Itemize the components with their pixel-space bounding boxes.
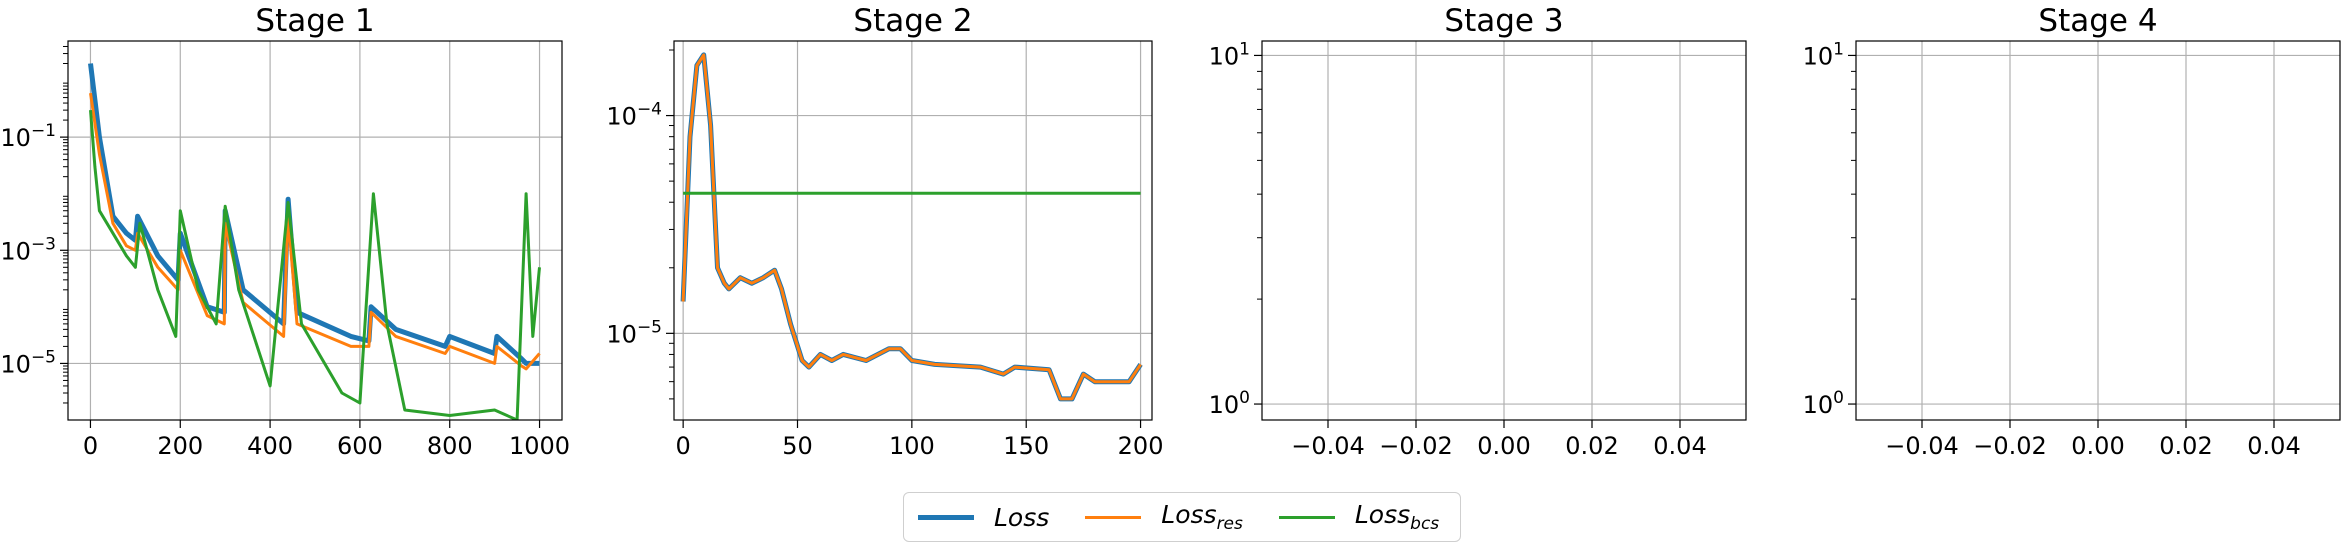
subplot-title: Stage 3	[1444, 3, 1563, 39]
axes-frame	[1855, 40, 2341, 421]
legend-swatch-loss-bcs	[1278, 515, 1335, 519]
x-tick-label: 200	[1118, 432, 1164, 460]
subplot-title: Stage 2	[853, 3, 972, 39]
x-tick-label: 0.02	[2159, 432, 2212, 460]
x-tick-label: −0.02	[1973, 432, 2047, 460]
x-tick-label: −0.04	[1291, 432, 1365, 460]
axes-frame	[1261, 40, 1747, 421]
subplot-stage-3: −0.04 −0.02 0.00 0.02 0.04 101 100 Stage 3	[1209, 3, 1747, 460]
axes-frame	[67, 40, 563, 421]
x-tick-label: 800	[427, 432, 473, 460]
x-tick-label: 0.00	[2071, 432, 2124, 460]
legend-label-loss: Loss	[994, 502, 1050, 532]
y-tick-label: 10−5	[606, 317, 662, 348]
x-tick-label: 200	[157, 432, 203, 460]
x-tick-label: 0.04	[1653, 432, 1706, 460]
x-tick-label: −0.04	[1885, 432, 1959, 460]
series-group	[680, 52, 1143, 402]
y-tick-label: 10−3	[0, 234, 56, 265]
x-tick-label: 100	[889, 432, 935, 460]
y-tick-label: 101	[1803, 39, 1844, 70]
series-line-loss-res	[681, 53, 1142, 401]
legend-swatch-loss	[918, 514, 974, 520]
legend-item-loss-bcs: Lossbcs	[1278, 500, 1440, 534]
x-tick-label: 0	[676, 432, 691, 460]
y-tick-label: 10−5	[0, 347, 56, 378]
x-tick-label: 600	[337, 432, 383, 460]
subplot-title: Stage 1	[255, 3, 374, 39]
x-tick-label: 0.00	[1477, 432, 1530, 460]
legend-item-loss-res: Lossres	[1085, 500, 1243, 534]
x-tick-label: 50	[782, 432, 813, 460]
legend: Loss Lossres Lossbcs	[903, 492, 1461, 542]
subplot-stage-1: 0 200 400 600 800 1000 10−1 10−3 10−5 Stage 1	[0, 3, 570, 460]
x-tick-label: −0.02	[1379, 432, 1453, 460]
x-tick-label: 0	[83, 432, 98, 460]
legend-item-loss: Loss	[918, 503, 1049, 532]
subplot-stage-4: −0.04 −0.02 0.00 0.02 0.04 101 100 Stage 4	[1803, 3, 2341, 460]
y-tick-label: 10−4	[606, 100, 662, 131]
y-tick-label: 100	[1803, 388, 1844, 419]
y-tick-label: 101	[1209, 39, 1250, 70]
series-line-loss-bcs	[89, 109, 541, 420]
x-tick-label: 150	[1003, 432, 1049, 460]
x-tick-label: 0.04	[2247, 432, 2300, 460]
axes-frame	[673, 40, 1153, 421]
y-tick-label: 10−1	[0, 121, 56, 152]
legend-label-loss-res: Lossres	[1161, 500, 1243, 534]
series-line-loss	[88, 63, 540, 366]
x-tick-label: 0.02	[1565, 432, 1618, 460]
subplot-stage-2: 0 50 100 150 200 10−4 10−5 Stage 2	[606, 3, 1163, 460]
series-group	[88, 63, 541, 420]
x-tick-label: 1000	[509, 432, 570, 460]
x-tick-label: 400	[247, 432, 293, 460]
subplot-title: Stage 4	[2038, 3, 2157, 39]
series-line-loss-res	[89, 92, 541, 371]
legend-label-loss-bcs: Lossbcs	[1354, 500, 1440, 534]
legend-swatch-loss-res	[1085, 515, 1142, 519]
y-tick-label: 100	[1209, 388, 1250, 419]
